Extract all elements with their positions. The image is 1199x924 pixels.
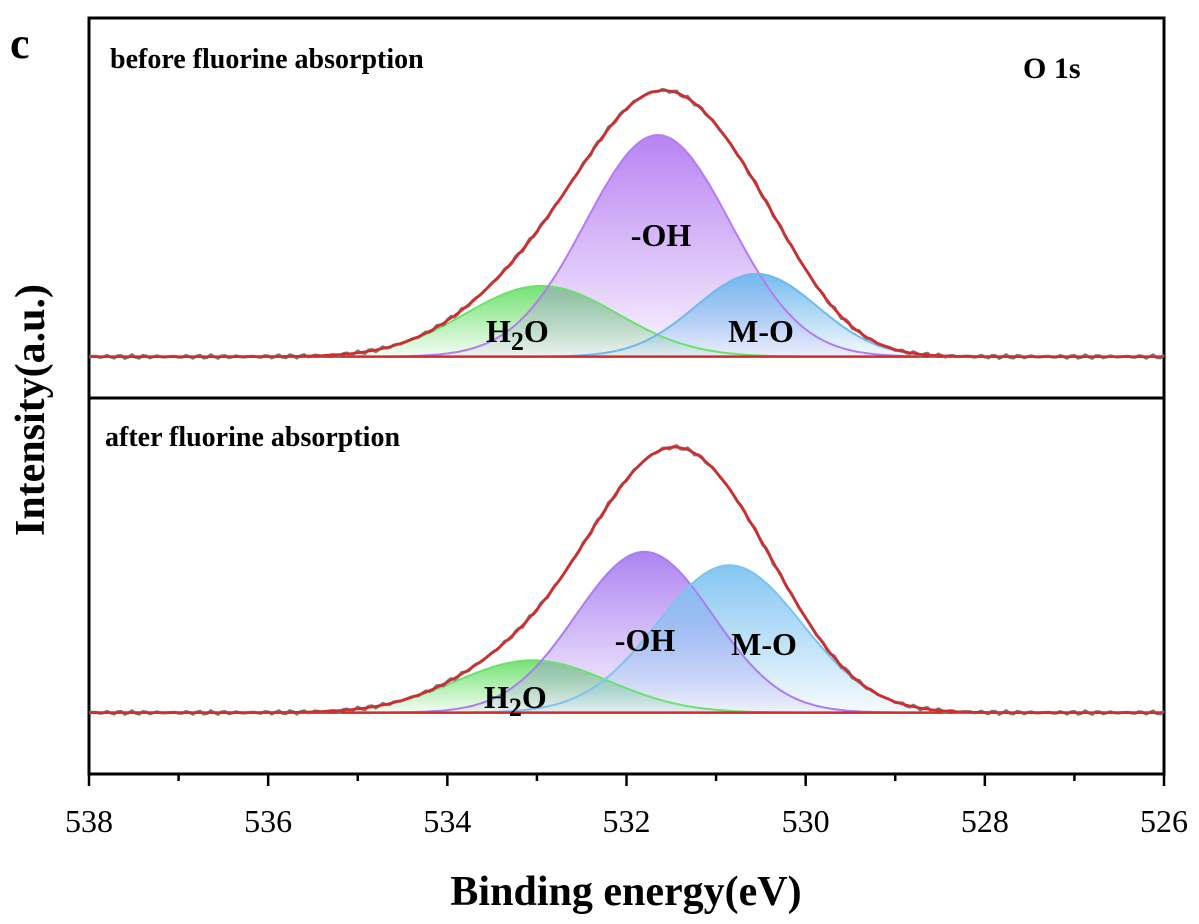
peak-label-oh: -OH (615, 622, 676, 658)
peak-label-h2o: H2O (486, 313, 549, 356)
component-line-1 (368, 134, 947, 358)
panel-letter: c (10, 19, 30, 68)
envelope-fit-line (89, 89, 1164, 358)
x-tick-label: 536 (244, 803, 292, 839)
h2o-tail: O (522, 679, 547, 715)
h2o-sub: 2 (511, 327, 524, 356)
panel-before: before fluorine absorption -OH M-O H2O (87, 16, 1166, 400)
component-lines (88, 444, 1165, 717)
x-axis-title: Binding energy(eV) (450, 869, 801, 915)
panel-title: after fluorine absorption (105, 422, 400, 453)
peak-label-mo: M-O (728, 313, 794, 349)
h2o-base: H (486, 313, 511, 349)
peak-label-oh: -OH (631, 217, 692, 253)
component-line-1 (370, 550, 919, 714)
h2o-tail: O (524, 313, 549, 349)
panel-title: before fluorine absorption (110, 44, 424, 75)
h2o-base: H (484, 679, 509, 715)
envelope-fit-line (89, 445, 1164, 714)
x-tick-label: 538 (65, 803, 113, 839)
panel-after: after fluorine absorption -OH M-O H2O (87, 396, 1166, 776)
component-area-2 (512, 273, 1000, 357)
component-lines (88, 87, 1165, 361)
x-tick-label: 528 (961, 803, 1009, 839)
corner-label: O 1s (1023, 52, 1081, 85)
peak-label-h2o: H2O (484, 679, 547, 722)
y-axis-title: Intensity(a.u.) (8, 284, 54, 536)
component-area-1 (370, 551, 919, 713)
x-tick-label: 530 (782, 803, 830, 839)
x-tick-label: 532 (603, 803, 651, 839)
component-areas (237, 135, 1000, 357)
x-tick-label: 526 (1140, 803, 1188, 839)
x-axis-ticks: 538 536 534 532 530 528 526 (65, 774, 1188, 839)
peak-label-mo: M-O (731, 626, 797, 662)
x-tick-label: 534 (423, 803, 471, 839)
h2o-sub: 2 (509, 693, 522, 722)
component-area-1 (368, 135, 947, 357)
